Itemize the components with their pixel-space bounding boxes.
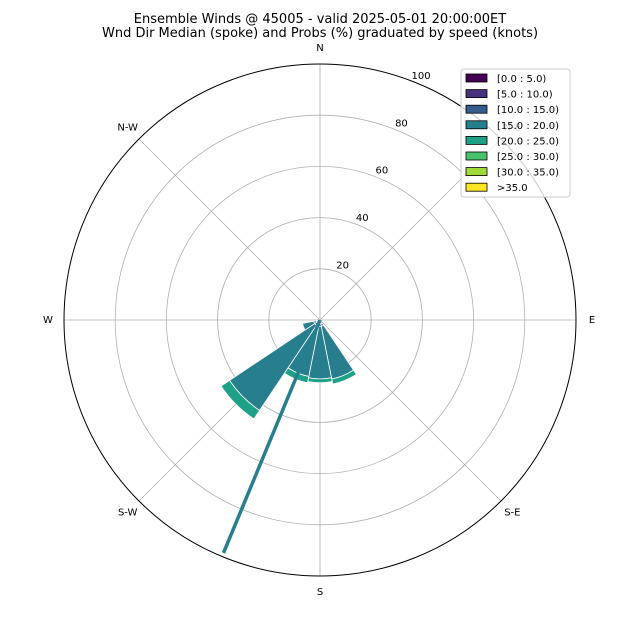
median-spoke-line [221,319,322,554]
radial-tick-label: 60 [375,166,388,177]
grid-spoke [319,319,502,502]
direction-label: E [589,315,595,326]
direction-label: S-E [504,507,520,518]
polar-grid [63,63,577,577]
legend-box [460,68,571,198]
legend-label: [30.0 : 35.0) [497,168,559,179]
legend-swatch [465,151,488,161]
direction-label: N [316,43,323,54]
legend-swatch [465,104,488,114]
direction-label: S [317,587,323,598]
legend-label: [20.0 : 25.0) [497,136,559,147]
legend-label: [15.0 : 20.0) [497,121,559,132]
radial-tick-label: 100 [411,71,430,82]
legend-swatch [465,120,488,130]
legend-swatch [465,135,488,145]
direction-label: S-W [118,507,138,518]
grid-spoke [138,138,321,321]
wind-bar-segment [331,369,357,385]
legend-swatch [465,167,488,177]
legend-swatch [465,182,488,192]
wind-bar-segment [301,320,316,331]
direction-label: N-W [117,123,138,134]
chart-title: Ensemble Winds @ 45005 - valid 2025-05-0… [134,12,506,27]
chart-subtitle: Wnd Dir Median (spoke) and Probs (%) gra… [102,26,538,41]
outer-frame [63,63,577,577]
legend-label: [25.0 : 30.0) [497,152,559,163]
legend-label: [5.0 : 10.0) [497,90,553,101]
radial-tick-label: 80 [395,118,408,129]
speed-probability-bars [220,319,357,420]
legend-swatch [465,89,488,98]
radial-tick-label: 20 [336,260,349,271]
direction-label: W [43,315,53,326]
median-direction-spoke [221,319,322,554]
wind-bar-segment [220,379,261,420]
legend-label: [0.0 : 5.0) [497,74,546,85]
wind-bar-segment [307,377,333,384]
legend-swatch [465,73,488,83]
radial-tick-label: 40 [356,213,369,224]
legend: [0.0 : 5.0) [5.0 : 10.0) [10.0 : 15.0) [15.… [460,68,571,198]
legend-label: >35.0 [497,183,528,194]
legend-label: [10.0 : 15.0) [497,105,559,116]
